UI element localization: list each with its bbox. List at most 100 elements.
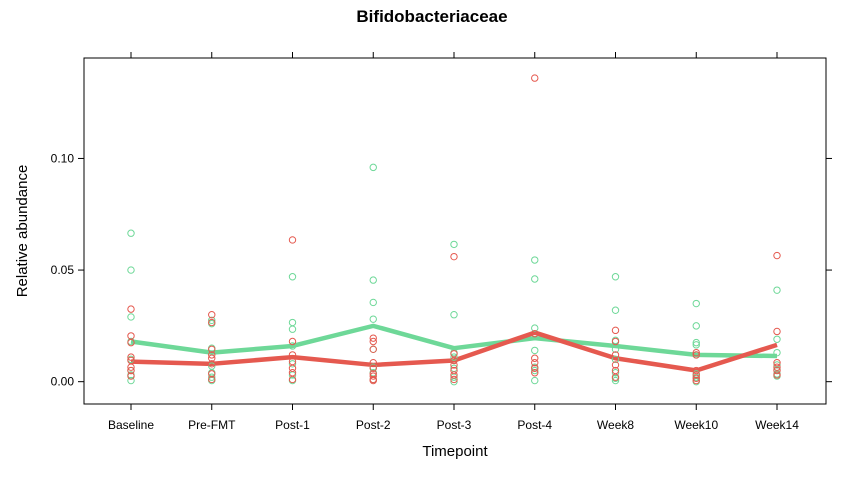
data-point: [369, 163, 377, 172]
data-point: [288, 364, 297, 372]
x-tick-label: Week10: [674, 418, 718, 432]
data-point: [692, 374, 700, 383]
data-point: [208, 370, 216, 378]
data-point: [531, 369, 539, 377]
data-points: [127, 74, 781, 386]
data-point: [611, 369, 620, 377]
data-point: [773, 359, 781, 367]
data-point: [127, 305, 135, 313]
data-point: [692, 322, 700, 330]
data-point: [692, 348, 700, 357]
data-point: [288, 342, 297, 350]
data-point: [369, 372, 377, 380]
data-point: [288, 236, 297, 244]
data-point: [531, 324, 539, 332]
data-point: [773, 335, 781, 343]
data-point: [611, 351, 620, 359]
x-tick-label: Pre-FMT: [188, 418, 236, 432]
data-point: [369, 337, 377, 346]
data-point: [288, 318, 297, 327]
data-point: [692, 341, 700, 349]
data-point: [773, 361, 781, 369]
data-point: [450, 371, 458, 379]
chart-title: Bifidobacteriaceae: [356, 7, 507, 26]
y-tick-label: 0.10: [51, 151, 75, 165]
data-point: [127, 372, 135, 380]
y-tick-label: 0.05: [51, 263, 75, 277]
data-point: [127, 363, 135, 371]
data-point: [773, 251, 781, 260]
data-point: [127, 266, 135, 274]
data-point: [450, 311, 458, 319]
data-point: [531, 354, 539, 362]
plot-frame: [83, 57, 827, 405]
data-point: [611, 326, 620, 335]
data-point: [208, 318, 216, 327]
x-tick-label: Post-3: [437, 418, 472, 432]
data-point: [127, 313, 135, 321]
data-point: [208, 316, 216, 324]
mean-line: [130, 323, 778, 359]
x-tick-label: Post-1: [275, 418, 310, 432]
data-point: [369, 345, 377, 354]
data-point: [531, 359, 539, 367]
data-point: [369, 276, 377, 284]
x-tick-label: Week8: [597, 418, 634, 432]
data-point: [692, 366, 700, 375]
axis-ticks: [78, 52, 832, 410]
data-point: [773, 363, 781, 371]
data-point: [450, 356, 458, 365]
x-tick-label: Post-2: [356, 418, 391, 432]
data-point: [208, 311, 216, 319]
data-point: [773, 371, 781, 379]
x-tick-label: Post-4: [517, 418, 552, 432]
data-point: [369, 359, 377, 367]
data-point: [450, 240, 458, 249]
data-point: [692, 371, 700, 379]
data-point: [773, 366, 781, 375]
data-point: [611, 355, 620, 364]
data-point: [288, 375, 297, 384]
data-point: [369, 315, 377, 323]
data-point: [127, 366, 135, 375]
data-point: [450, 353, 458, 361]
data-point: [127, 338, 135, 347]
data-point: [531, 346, 539, 355]
x-axis-label: Timepoint: [422, 443, 488, 460]
data-point: [288, 360, 297, 368]
data-point: [450, 366, 458, 375]
data-point: [208, 373, 216, 381]
data-point: [450, 375, 458, 384]
data-point: [288, 337, 297, 346]
data-point: [531, 275, 539, 283]
y-axis-label: Relative abundance: [14, 165, 31, 298]
data-point: [773, 327, 781, 336]
data-point: [208, 351, 216, 359]
data-point: [531, 256, 539, 264]
data-point: [611, 345, 620, 354]
data-point: [611, 361, 620, 369]
data-point: [369, 334, 377, 342]
data-point: [208, 354, 216, 362]
x-tick-label: Baseline: [108, 418, 154, 432]
data-point: [773, 286, 781, 294]
data-point: [450, 361, 458, 369]
data-point: [369, 364, 377, 372]
data-point: [127, 353, 135, 361]
data-point: [692, 338, 700, 347]
data-point: [611, 273, 620, 281]
data-point: [208, 360, 216, 368]
data-point: [692, 376, 700, 385]
data-point: [288, 273, 297, 281]
data-point: [773, 348, 781, 357]
data-point: [208, 375, 216, 384]
data-point: [531, 376, 539, 385]
data-point: [611, 376, 620, 385]
data-point: [692, 299, 700, 308]
data-point: [611, 306, 620, 314]
x-tick-label: Week14: [755, 418, 799, 432]
data-point: [127, 229, 135, 237]
data-point: [369, 376, 377, 385]
data-point: [208, 345, 216, 354]
